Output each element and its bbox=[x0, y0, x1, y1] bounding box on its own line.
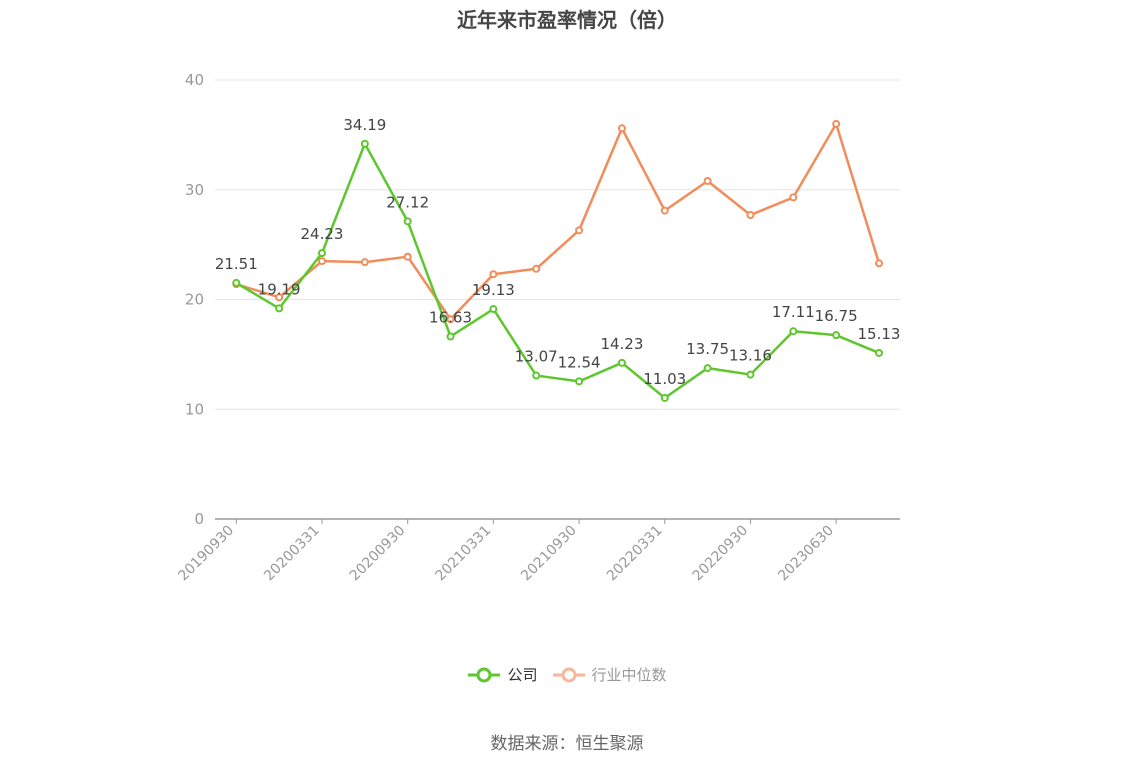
industry-point bbox=[403, 252, 412, 261]
legend: 公司 行业中位数 bbox=[0, 664, 1134, 685]
legend-label-industry: 行业中位数 bbox=[591, 666, 667, 684]
company-data-label: 13.07 bbox=[515, 348, 558, 366]
legend-label-company: 公司 bbox=[507, 666, 538, 684]
series-lines bbox=[232, 119, 883, 402]
industry-point bbox=[489, 270, 498, 279]
company-point bbox=[617, 358, 626, 367]
company-data-label: 34.19 bbox=[343, 116, 386, 134]
y-tick-label: 10 bbox=[185, 400, 204, 418]
company-point bbox=[575, 377, 584, 386]
company-data-label: 19.19 bbox=[258, 280, 301, 298]
company-line bbox=[235, 142, 880, 400]
industry-point bbox=[660, 206, 669, 215]
y-tick-label: 0 bbox=[194, 510, 204, 528]
legend-item-industry[interactable]: 行业中位数 bbox=[552, 664, 667, 685]
company-data-label: 17.11 bbox=[772, 303, 815, 321]
industry-point bbox=[746, 210, 755, 219]
company-point bbox=[275, 304, 284, 313]
company-data-label: 19.13 bbox=[472, 281, 515, 299]
chart-title: 近年来市盈率情况（倍） bbox=[457, 8, 677, 32]
company-point bbox=[789, 327, 798, 336]
industry-point bbox=[532, 264, 541, 273]
industry-point bbox=[703, 176, 712, 185]
industry-point bbox=[832, 119, 841, 128]
company-point bbox=[489, 305, 498, 314]
y-tick-label: 20 bbox=[185, 291, 204, 309]
company-point bbox=[875, 348, 883, 357]
company-point bbox=[532, 371, 541, 380]
company-point bbox=[703, 364, 712, 373]
company-point bbox=[232, 278, 241, 287]
company-data-label: 15.13 bbox=[858, 325, 901, 343]
y-tick-label: 30 bbox=[185, 181, 204, 199]
company-data-label: 11.03 bbox=[643, 370, 686, 388]
company-point bbox=[360, 139, 369, 148]
company-data-label: 27.12 bbox=[386, 193, 429, 211]
x-axis: 20190930 20200331 20200930 20210331 20210930… bbox=[175, 518, 900, 585]
company-point bbox=[446, 332, 455, 341]
company-point bbox=[317, 249, 326, 258]
industry-point bbox=[275, 293, 284, 302]
legend-marker-industry bbox=[552, 667, 585, 682]
grid-lines bbox=[215, 79, 900, 410]
company-data-label: 16.75 bbox=[815, 307, 858, 325]
industry-line bbox=[235, 122, 881, 321]
company-data-label: 21.51 bbox=[215, 255, 258, 273]
industry-point bbox=[875, 259, 883, 268]
industry-point bbox=[789, 193, 798, 202]
company-data-label: 16.63 bbox=[429, 308, 472, 326]
legend-item-company[interactable]: 公司 bbox=[467, 664, 538, 685]
industry-point bbox=[446, 315, 455, 324]
company-data-label: 12.54 bbox=[558, 353, 601, 371]
company-point bbox=[832, 331, 841, 340]
industry-point bbox=[317, 257, 326, 266]
x-tick-label: 20220930 bbox=[690, 523, 752, 585]
x-tick-label: 20210331 bbox=[433, 523, 495, 585]
company-point bbox=[746, 370, 755, 379]
y-tick-label: 40 bbox=[185, 71, 204, 89]
x-tick-label: 20210930 bbox=[518, 523, 580, 585]
industry-point bbox=[617, 124, 626, 133]
x-tick-label: 20190930 bbox=[175, 523, 237, 585]
company-data-label: 24.23 bbox=[301, 225, 344, 243]
x-tick-label: 20220331 bbox=[604, 523, 666, 585]
industry-point bbox=[575, 226, 584, 235]
source-note: 数据来源：恒生聚源 bbox=[490, 734, 644, 754]
legend-marker-company bbox=[468, 667, 501, 682]
company-data-label: 14.23 bbox=[600, 335, 643, 353]
company-point bbox=[660, 393, 669, 402]
x-tick-label: 20200331 bbox=[261, 523, 323, 585]
y-axis: 0 10 20 30 40 bbox=[185, 71, 204, 528]
company-point bbox=[403, 217, 412, 226]
x-tick-label: 20200930 bbox=[347, 523, 409, 585]
company-data-label: 13.75 bbox=[686, 340, 729, 358]
industry-point bbox=[360, 258, 369, 267]
x-tick-label: 20230630 bbox=[775, 523, 837, 585]
company-data-label: 13.16 bbox=[729, 347, 772, 365]
